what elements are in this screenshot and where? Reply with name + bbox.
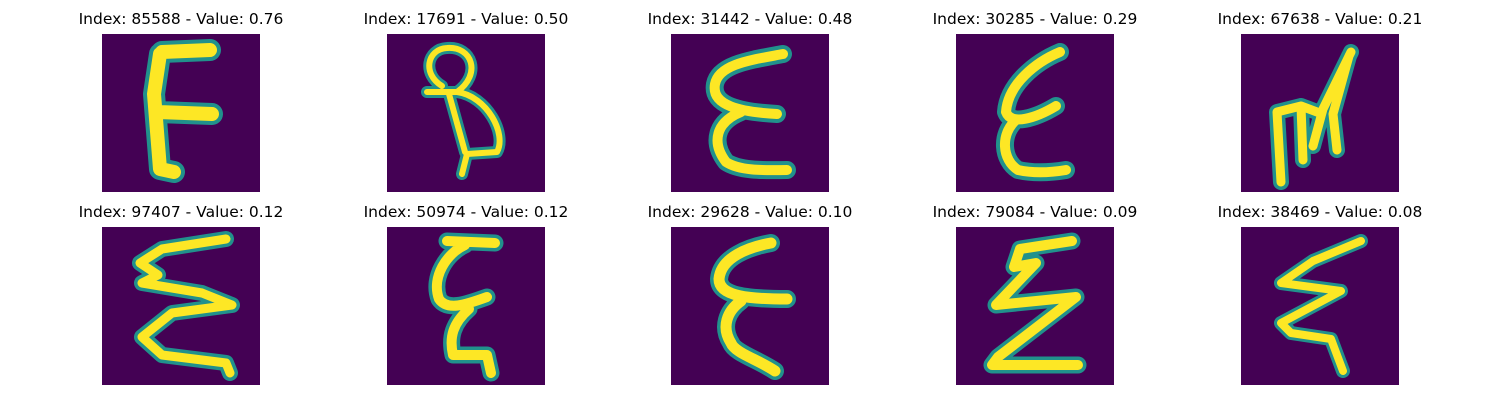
digit-image bbox=[1241, 34, 1399, 192]
digit-glyph-6 bbox=[132, 231, 240, 381]
digit-image bbox=[956, 34, 1114, 192]
digit-glyph-1 bbox=[143, 39, 223, 183]
panel-title: Index: 17691 - Value: 0.50 bbox=[363, 10, 569, 28]
digit-glyph-4 bbox=[995, 43, 1075, 182]
panel-title: Index: 85588 - Value: 0.76 bbox=[78, 10, 284, 28]
panel-title: Index: 29628 - Value: 0.10 bbox=[647, 203, 853, 221]
digit-image bbox=[387, 227, 545, 385]
panel-title: Index: 67638 - Value: 0.21 bbox=[1217, 10, 1423, 28]
panel-title: Index: 97407 - Value: 0.12 bbox=[78, 203, 284, 221]
panel-title: Index: 50974 - Value: 0.12 bbox=[363, 203, 569, 221]
digit-image bbox=[956, 227, 1114, 385]
digit-image bbox=[387, 34, 545, 192]
panel-title: Index: 30285 - Value: 0.29 bbox=[932, 10, 1138, 28]
digit-glyph-5 bbox=[1269, 44, 1359, 190]
digit-glyph-3 bbox=[705, 45, 796, 180]
digit-glyph-2 bbox=[421, 41, 506, 180]
panel-title: Index: 79084 - Value: 0.09 bbox=[932, 203, 1138, 221]
panel-title: Index: 31442 - Value: 0.48 bbox=[647, 10, 853, 28]
panel-title: Index: 38469 - Value: 0.08 bbox=[1217, 203, 1423, 221]
digit-image bbox=[671, 227, 829, 385]
digit-image bbox=[102, 34, 260, 192]
digit-image bbox=[1241, 227, 1399, 385]
digit-image bbox=[671, 34, 829, 192]
digit-glyph-9 bbox=[983, 232, 1087, 374]
digit-image bbox=[102, 227, 260, 385]
digit-glyph-7 bbox=[428, 232, 504, 382]
digit-glyph-8 bbox=[710, 234, 796, 380]
digit-glyph-10 bbox=[1274, 234, 1368, 378]
